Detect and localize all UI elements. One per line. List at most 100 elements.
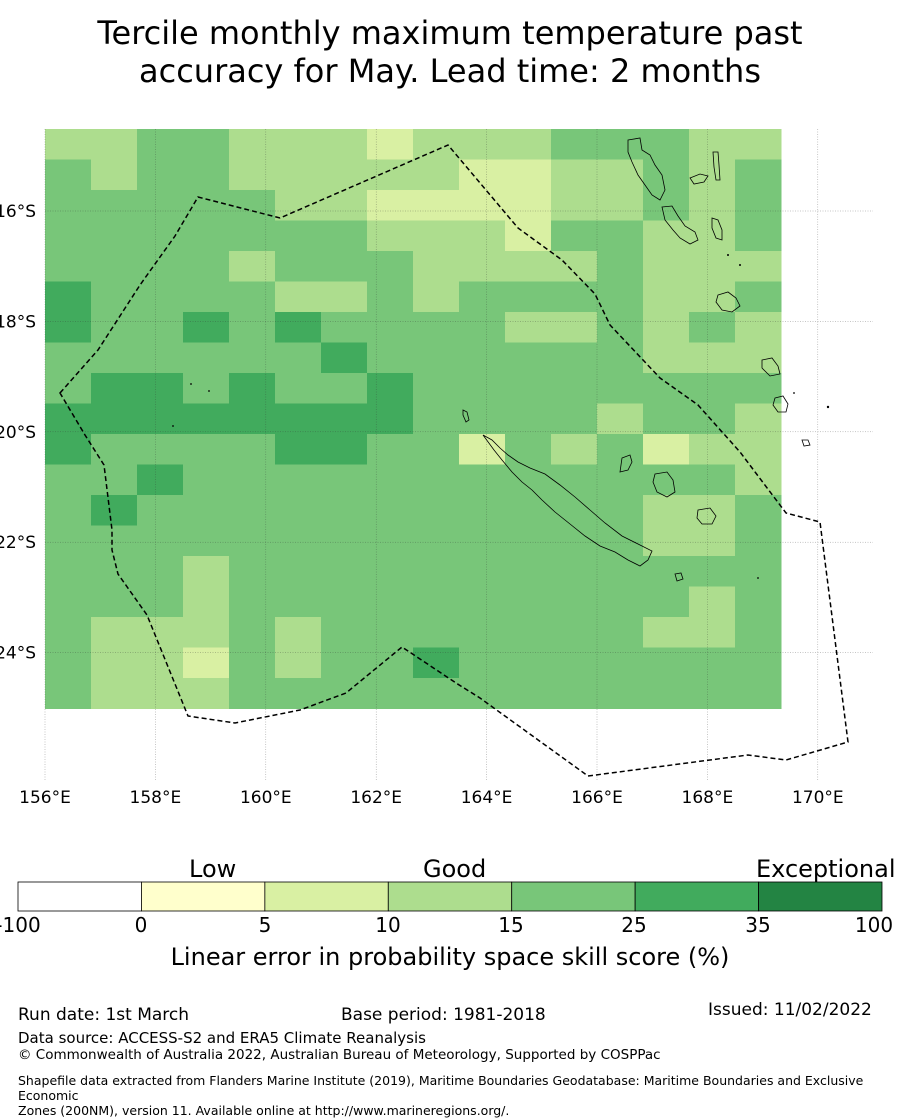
belep-islands-outline [462, 409, 470, 423]
skill-cell [45, 373, 92, 404]
latitude-label: 22°S [0, 533, 36, 553]
skill-cell [735, 159, 782, 191]
skill-cell [597, 647, 644, 679]
skill-cell [689, 342, 736, 374]
skill-cell [183, 586, 230, 618]
skill-cell [367, 678, 414, 709]
skill-cell [367, 190, 414, 221]
colorbar-tick: 35 [745, 913, 771, 937]
skill-cell [643, 464, 690, 496]
skill-cell [459, 403, 506, 435]
skill-cell [643, 281, 690, 313]
longitude-label: 162°E [350, 788, 402, 808]
skill-cell [597, 373, 644, 404]
shapefile-credit-line-1: Shapefile data extracted from Flanders M… [18, 1073, 864, 1103]
skill-cell [321, 495, 368, 526]
eez-boundary [59, 144, 849, 777]
skill-cell [45, 556, 92, 587]
skill-cell [551, 373, 598, 404]
skill-cell [183, 678, 230, 709]
skill-cell [597, 556, 644, 587]
skill-cell [459, 434, 506, 465]
skill-cell [551, 220, 598, 252]
skill-cell [689, 403, 736, 435]
shapefile-credit-line-2: Zones (200NM), version 11. Available onl… [18, 1103, 510, 1118]
skill-cell [45, 190, 92, 221]
skill-cell [321, 220, 368, 252]
skill-cell [505, 281, 552, 313]
skill-cell [597, 129, 644, 160]
island-outlines [172, 137, 830, 582]
skill-cell [275, 190, 322, 221]
skill-cell [505, 464, 552, 496]
skill-cell [137, 495, 184, 526]
skill-cell [735, 190, 782, 221]
skill-cell [689, 373, 736, 404]
skill-cell [551, 129, 598, 160]
skill-cell [643, 129, 690, 160]
colorbar-tick: 0 [134, 913, 148, 937]
longitude-label: 156°E [19, 788, 71, 808]
skill-cell [459, 373, 506, 404]
skill-cell [505, 556, 552, 587]
skill-cell [367, 586, 414, 618]
skill-cell [275, 312, 322, 343]
skill-cell [275, 617, 322, 648]
skill-cell [367, 281, 414, 313]
skill-cell [367, 129, 414, 160]
skill-cell [643, 190, 690, 221]
skill-cell [183, 342, 230, 374]
skill-cell [689, 678, 736, 709]
skill-cell [551, 464, 598, 496]
skill-cell [229, 129, 276, 160]
skill-cell [367, 647, 414, 679]
skill-cell [459, 464, 506, 496]
skill-cell [91, 617, 138, 648]
colorbar-tick: 25 [621, 913, 647, 937]
vanuatu-islet-4 [727, 254, 729, 256]
skill-cell [45, 678, 92, 709]
skill-cell [137, 373, 184, 404]
skill-cell [45, 495, 92, 526]
skill-cell [91, 159, 138, 191]
skill-cell [735, 220, 782, 252]
skill-cell [367, 342, 414, 374]
skill-cell [413, 159, 460, 191]
skill-cell [551, 678, 598, 709]
skill-cell [183, 464, 230, 496]
skill-cell [689, 312, 736, 343]
skill-cell [551, 281, 598, 313]
colorbar-tick: 100 [854, 913, 894, 937]
skill-cell [597, 434, 644, 465]
skill-cell [505, 678, 552, 709]
skill-cell [689, 159, 736, 191]
skill-cell [183, 159, 230, 191]
skill-cell [275, 281, 322, 313]
vanuatu-malekula-outline [661, 205, 699, 245]
skill-cell [689, 617, 736, 648]
skill-cell [91, 251, 138, 282]
legend-low-label: Low [189, 855, 237, 883]
base-period: Base period: 1981-2018 [341, 1005, 546, 1025]
skill-cell [689, 251, 736, 282]
skill-cell [551, 190, 598, 221]
skill-cell [735, 495, 782, 526]
skill-cell [321, 403, 368, 435]
skill-cell [183, 647, 230, 679]
colorbar-segment [17, 881, 142, 912]
skill-cell [459, 190, 506, 221]
chesterfield-islet-3 [172, 425, 174, 427]
skill-cell [229, 281, 276, 313]
skill-cell [643, 525, 690, 557]
skill-cell [643, 403, 690, 435]
skill-cell [459, 647, 506, 679]
skill-cell [735, 678, 782, 709]
skill-cell [45, 159, 92, 191]
vanuatu-islet-1 [793, 392, 795, 394]
skill-cell [551, 647, 598, 679]
skill-cell [597, 312, 644, 343]
skill-cell [643, 220, 690, 252]
skill-cell [735, 464, 782, 496]
skill-cell [643, 556, 690, 587]
colorbar-tick: 10 [375, 913, 401, 937]
